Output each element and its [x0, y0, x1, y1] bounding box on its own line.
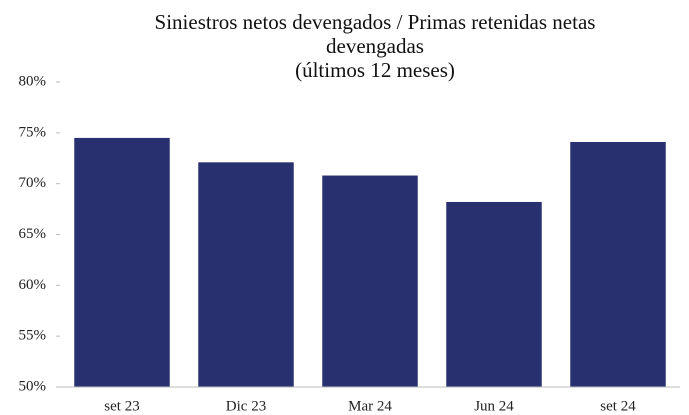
bar: [570, 141, 666, 387]
y-tick-label: 65%: [19, 226, 47, 242]
y-tick-label: 55%: [19, 328, 47, 344]
y-tick-label: 70%: [19, 175, 47, 191]
y-tick-label: 50%: [19, 378, 47, 394]
chart-subtitle: (últimos 12 meses): [295, 58, 455, 82]
x-tick-label: Mar 24: [348, 398, 392, 414]
bar: [198, 162, 294, 387]
y-tick-label: 60%: [19, 277, 47, 293]
y-tick-label: 75%: [19, 124, 47, 140]
bar: [74, 137, 170, 387]
x-tick-label: set 24: [600, 398, 636, 414]
x-tick-label: set 23: [104, 398, 139, 414]
bar: [322, 175, 418, 387]
title-block: Siniestros netos devengados / Primas ret…: [120, 10, 630, 82]
x-tick-label: Jun 24: [474, 398, 514, 414]
chart-title: Siniestros netos devengados / Primas ret…: [154, 10, 596, 58]
y-tick-label: 80%: [19, 73, 47, 89]
x-tick-label: Dic 23: [226, 398, 266, 414]
bar: [446, 201, 542, 387]
